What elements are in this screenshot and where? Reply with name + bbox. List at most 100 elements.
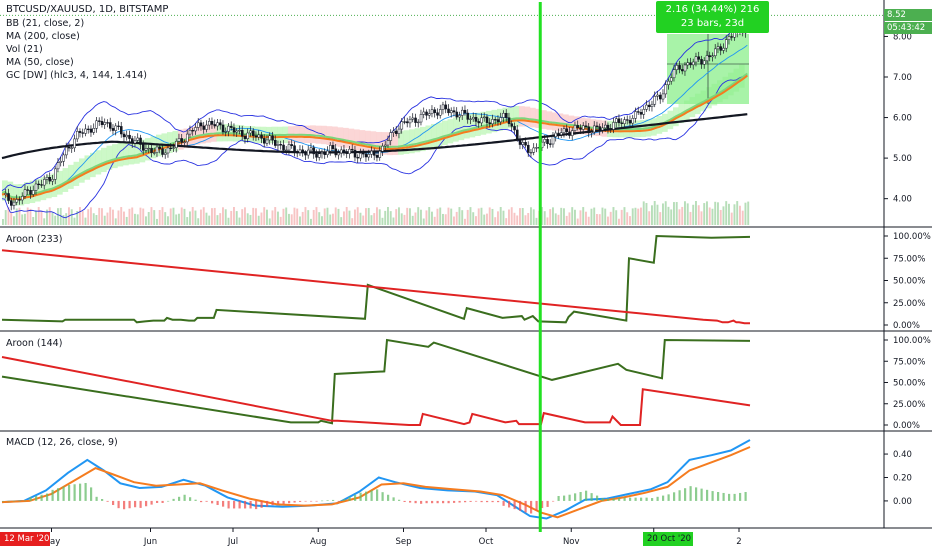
aroon-233-pane[interactable] bbox=[1, 234, 751, 325]
volume-bar-143 bbox=[395, 209, 398, 225]
candle-body-158 bbox=[436, 112, 439, 116]
aroon233-tick-4: 0.00% bbox=[893, 321, 920, 331]
legend-vol[interactable]: Vol (21) bbox=[6, 44, 43, 55]
volume-bar-112 bbox=[310, 218, 312, 225]
candle-body-6 bbox=[18, 199, 21, 201]
macd-hist-194 bbox=[535, 500, 538, 511]
volume-bar-152 bbox=[420, 209, 422, 225]
candle-body-254 bbox=[700, 59, 703, 65]
volume-bar-10 bbox=[29, 208, 32, 225]
volume-bar-73 bbox=[202, 207, 205, 225]
candle-body-88 bbox=[243, 136, 247, 139]
macd-hist-22 bbox=[62, 486, 65, 501]
legend-aroon-233[interactable]: Aroon (233) bbox=[6, 234, 63, 245]
candle-body-65 bbox=[180, 138, 184, 143]
volume-bar-113 bbox=[312, 209, 315, 225]
candle-body-149 bbox=[411, 117, 415, 120]
candle-body-109 bbox=[301, 149, 305, 154]
legend-aroon-144[interactable]: Aroon (144) bbox=[6, 338, 63, 349]
candle-body-237 bbox=[653, 96, 657, 105]
legend-bb[interactable]: BB (21, close, 2) bbox=[6, 18, 85, 29]
cloud-segment-182 bbox=[502, 107, 509, 130]
aroon-144-pane[interactable] bbox=[1, 338, 751, 426]
volume-bar-39 bbox=[109, 207, 112, 225]
macd-hist-20 bbox=[57, 488, 60, 501]
volume-bar-214 bbox=[590, 208, 593, 225]
volume-bar-253 bbox=[697, 205, 700, 225]
cloud-segment-30 bbox=[84, 155, 91, 180]
macd-hist-210 bbox=[579, 492, 582, 501]
legend-ma50[interactable]: MA (50, close) bbox=[6, 57, 74, 68]
time-tick-8: 2 bbox=[736, 537, 741, 547]
aroon233-series-1 bbox=[1, 249, 750, 325]
volume-bar-137 bbox=[378, 209, 381, 225]
volume-bar-45 bbox=[125, 216, 128, 225]
candle-body-5 bbox=[15, 199, 19, 203]
candle-body-211 bbox=[582, 125, 585, 130]
volume-bar-4 bbox=[13, 216, 15, 225]
candle-body-100 bbox=[276, 144, 280, 146]
volume-bar-85 bbox=[235, 211, 238, 225]
candle-body-11 bbox=[32, 190, 35, 195]
volume-bar-103 bbox=[285, 207, 288, 225]
cloud-segment-196 bbox=[541, 110, 547, 129]
volume-bar-81 bbox=[224, 209, 227, 225]
price-pane[interactable] bbox=[1, 14, 750, 225]
candle-body-147 bbox=[406, 121, 409, 124]
volume-bar-228 bbox=[629, 216, 631, 225]
macd-hist-66 bbox=[183, 494, 186, 501]
candle-body-77 bbox=[213, 124, 217, 127]
macd-hist-54 bbox=[150, 500, 153, 505]
time-tick-1: Jun bbox=[143, 537, 157, 547]
volume-bar-154 bbox=[425, 210, 428, 225]
volume-bar-181 bbox=[499, 207, 502, 225]
measure-label: 2.16 (34.44%) 216 23 bars, 23d bbox=[656, 1, 769, 33]
candle-body-173 bbox=[477, 121, 481, 124]
candle-body-262 bbox=[722, 47, 725, 51]
candle-body-240 bbox=[661, 93, 665, 100]
volume-bar-236 bbox=[651, 205, 653, 225]
candle-body-113 bbox=[312, 147, 316, 155]
volume-bar-61 bbox=[169, 208, 172, 225]
volume-bar-233 bbox=[642, 201, 645, 225]
candle-body-174 bbox=[480, 117, 483, 124]
volume-bar-251 bbox=[692, 204, 695, 225]
volume-bar-221 bbox=[609, 211, 612, 225]
macd-hist-60 bbox=[167, 500, 170, 502]
candle-body-87 bbox=[241, 130, 244, 137]
macd-pane[interactable] bbox=[1, 439, 751, 520]
candle-body-64 bbox=[177, 138, 181, 142]
legend-macd[interactable]: MACD (12, 26, close, 9) bbox=[6, 437, 118, 448]
cloud-segment-158 bbox=[436, 122, 443, 147]
candle-body-112 bbox=[309, 147, 313, 151]
candle-body-120 bbox=[331, 145, 335, 150]
price-axis: 8.00 7.00 6.00 5.00 4.00 100.00% 75.00% 50.00% 2… bbox=[884, 32, 931, 507]
volume-bar-187 bbox=[516, 215, 519, 225]
volume-bar-33 bbox=[92, 213, 95, 225]
macd-hist-242 bbox=[667, 494, 670, 501]
candle-body-127 bbox=[351, 148, 354, 151]
candle-body-81 bbox=[224, 131, 228, 133]
candle-body-161 bbox=[444, 104, 448, 110]
legend-gc[interactable]: GC [DW] (hlc3, 4, 144, 1.414) bbox=[6, 70, 147, 81]
candle-body-150 bbox=[414, 117, 417, 123]
candle-body-188 bbox=[518, 138, 522, 145]
volume-bar-205 bbox=[565, 215, 568, 225]
cloud-segment-202 bbox=[557, 113, 564, 132]
cloud-segment-154 bbox=[425, 125, 432, 150]
candle-body-230 bbox=[634, 111, 637, 119]
macd-hist-224 bbox=[618, 498, 621, 501]
candle-body-245 bbox=[675, 65, 679, 70]
candle-body-19 bbox=[54, 168, 57, 180]
volume-bar-15 bbox=[43, 218, 46, 225]
candle-body-9 bbox=[26, 189, 30, 191]
candle-body-214 bbox=[590, 131, 593, 134]
aroon144-tick-4: 0.00% bbox=[893, 421, 920, 431]
volume-bar-155 bbox=[428, 207, 431, 225]
candle-body-244 bbox=[672, 69, 676, 79]
legend-ma200[interactable]: MA (200, close) bbox=[6, 31, 80, 42]
cloud-segment-48 bbox=[134, 140, 140, 164]
candle-body-48 bbox=[133, 140, 137, 144]
volume-bar-40 bbox=[112, 209, 114, 225]
